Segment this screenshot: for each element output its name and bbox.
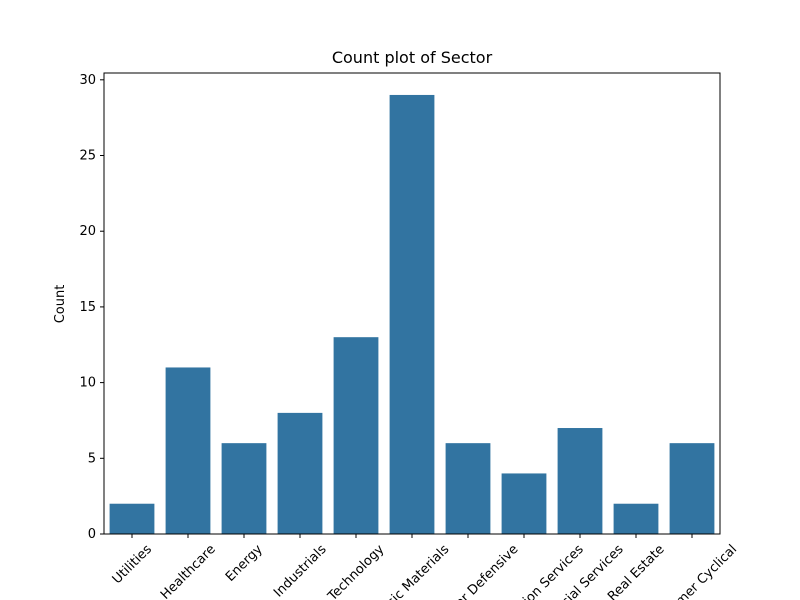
y-tick-label: 30 <box>79 73 96 88</box>
bar <box>333 337 379 534</box>
bar <box>109 503 155 534</box>
bar <box>613 503 659 534</box>
y-tick-label: 10 <box>79 376 96 391</box>
y-tick-label: 15 <box>79 300 96 315</box>
bar <box>557 428 603 534</box>
y-tick-label: 25 <box>79 149 96 164</box>
bar <box>389 94 435 534</box>
bar <box>669 443 715 534</box>
plot-frame <box>103 72 721 535</box>
bar <box>221 443 267 534</box>
bar <box>501 473 547 534</box>
y-tick-label: 0 <box>88 527 96 542</box>
bar <box>445 443 491 534</box>
bar <box>165 367 211 534</box>
chart-title: Count plot of Sector <box>332 48 493 67</box>
y-tick-label: 5 <box>88 451 96 466</box>
y-tick-label: 20 <box>79 224 96 239</box>
bar <box>277 412 323 534</box>
y-axis-label: Count <box>53 285 68 324</box>
